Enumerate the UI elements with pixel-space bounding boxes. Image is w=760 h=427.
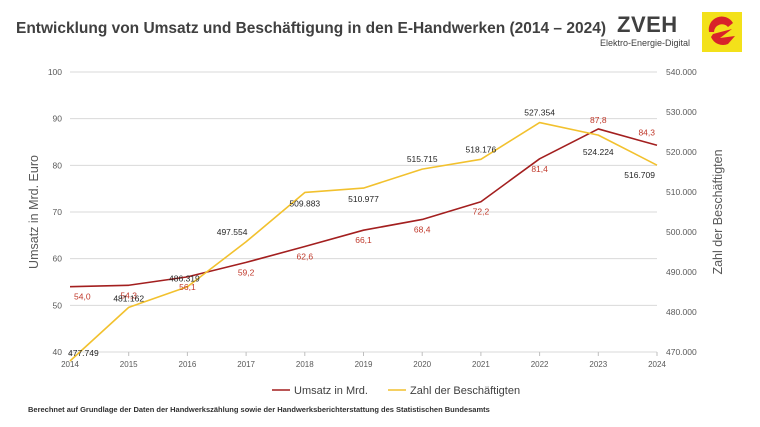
y2-tick-label: 520.000 bbox=[666, 147, 697, 157]
x-tick-label: 2018 bbox=[296, 360, 314, 369]
y2-axis-title: Zahl der Beschäftigten bbox=[711, 149, 725, 274]
page-title: Entwicklung von Umsatz und Beschäftigung… bbox=[16, 20, 606, 37]
y2-tick-label: 480.000 bbox=[666, 307, 697, 317]
umsatz-data-label: 72,2 bbox=[473, 207, 490, 217]
legend-label-umsatz: Umsatz in Mrd. bbox=[294, 385, 368, 397]
lightning-logo-icon bbox=[702, 12, 742, 52]
umsatz-data-label: 87,8 bbox=[590, 115, 607, 125]
beschaeftigte-data-label: 509.883 bbox=[289, 198, 320, 208]
umsatz-data-label: 62,6 bbox=[297, 252, 314, 262]
y2-tick-label: 500.000 bbox=[666, 227, 697, 237]
y-tick-label: 90 bbox=[53, 114, 63, 124]
zveh-logo: ZVEH Elektro-Energie-Digital bbox=[597, 12, 747, 52]
umsatz-data-label: 59,2 bbox=[238, 267, 255, 277]
x-tick-label: 2021 bbox=[472, 360, 490, 369]
umsatz-data-label: 66,1 bbox=[355, 235, 372, 245]
x-tick-label: 2015 bbox=[120, 360, 138, 369]
logo-subtitle: Elektro-Energie-Digital bbox=[600, 38, 691, 48]
beschaeftigte-data-label: 515.715 bbox=[407, 154, 438, 164]
beschaeftigte-data-label: 481.162 bbox=[113, 293, 144, 303]
umsatz-data-label: 54,0 bbox=[74, 292, 91, 302]
beschaeftigte-data-label: 527.354 bbox=[524, 108, 555, 118]
beschaeftigte-data-label: 516.709 bbox=[624, 170, 655, 180]
y-tick-label: 40 bbox=[53, 347, 63, 357]
x-tick-label: 2024 bbox=[648, 360, 666, 369]
y2-tick-label: 470.000 bbox=[666, 347, 697, 357]
y-tick-label: 50 bbox=[53, 300, 63, 310]
beschaeftigte-data-label: 486.319 bbox=[169, 274, 200, 284]
beschaeftigte-data-label: 518.176 bbox=[466, 144, 497, 154]
series-line-beschaeftigte bbox=[69, 121, 658, 362]
y-tick-label: 100 bbox=[48, 67, 62, 77]
beschaeftigte-data-label: 477.749 bbox=[68, 348, 99, 358]
x-tick-label: 2023 bbox=[589, 360, 607, 369]
umsatz-data-label: 81,4 bbox=[531, 164, 548, 174]
y-tick-label: 70 bbox=[53, 207, 63, 217]
y2-tick-label: 490.000 bbox=[666, 267, 697, 277]
y-tick-label: 80 bbox=[53, 160, 63, 170]
footnote: Berechnet auf Grundlage der Daten der Ha… bbox=[28, 405, 490, 414]
umsatz-data-label: 56,1 bbox=[179, 282, 196, 292]
y2-tick-label: 540.000 bbox=[666, 67, 697, 77]
legend-label-beschaeftigte: Zahl der Beschäftigten bbox=[410, 385, 520, 397]
x-tick-label: 2020 bbox=[413, 360, 431, 369]
beschaeftigte-data-label: 510.977 bbox=[348, 194, 379, 204]
umsatz-data-label: 84,3 bbox=[638, 127, 655, 137]
y-tick-label: 60 bbox=[53, 254, 63, 264]
series-line-umsatz bbox=[69, 128, 658, 288]
beschaeftigte-data-label: 497.554 bbox=[217, 227, 248, 237]
umsatz-data-label: 68,4 bbox=[414, 224, 431, 234]
x-tick-label: 2014 bbox=[61, 360, 79, 369]
x-tick-label: 2022 bbox=[531, 360, 549, 369]
logo-name: ZVEH bbox=[617, 12, 678, 37]
x-tick-label: 2019 bbox=[355, 360, 373, 369]
y-axis-title: Umsatz in Mrd. Euro bbox=[27, 155, 41, 269]
y2-tick-label: 510.000 bbox=[666, 187, 697, 197]
y2-tick-label: 530.000 bbox=[666, 107, 697, 117]
umsatz-data-label: 54,3 bbox=[120, 290, 137, 300]
x-tick-label: 2016 bbox=[179, 360, 197, 369]
beschaeftigte-data-label: 524.224 bbox=[583, 147, 614, 157]
x-tick-label: 2017 bbox=[237, 360, 255, 369]
